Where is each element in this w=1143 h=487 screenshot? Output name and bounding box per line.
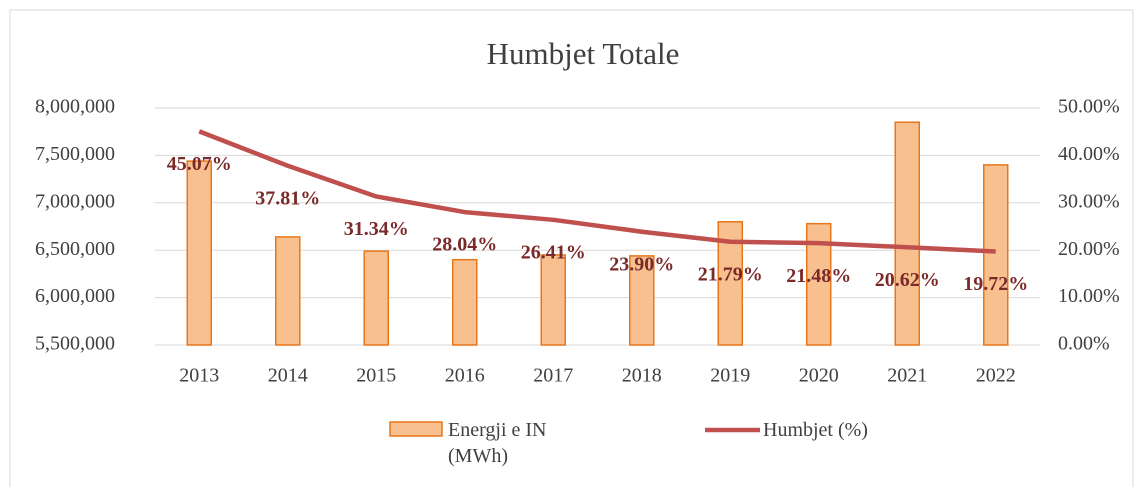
y-tick-label: 7,000,000 [35,190,115,212]
data-label: 31.34% [344,218,409,240]
x-tick-label: 2015 [356,365,396,387]
bar [894,121,920,346]
y2-tick-label: 30.00% [1058,190,1120,212]
legend-label: Humbjet (%) [763,419,868,441]
y2-tick-label: 20.00% [1058,238,1120,260]
x-tick-label: 2014 [268,365,308,387]
x-tick-label: 2020 [799,365,839,387]
legend-label: Energji e IN (MWh) [448,419,547,467]
bar [275,236,301,346]
y-tick-label: 8,000,000 [35,96,115,118]
x-tick-label: 2019 [710,365,750,387]
bar [629,255,655,346]
y-tick-label: 6,000,000 [35,285,115,307]
legend-swatch [389,421,443,437]
y2-tick-label: 50.00% [1058,96,1120,118]
x-tick-label: 2017 [533,365,573,387]
data-label: 37.81% [255,187,320,209]
y-tick-label: 7,500,000 [35,143,115,165]
data-label: 20.62% [875,269,940,291]
y2-tick-label: 10.00% [1058,285,1120,307]
x-tick-label: 2021 [887,365,927,387]
x-tick-label: 2022 [976,365,1016,387]
chart-title: Humbjet Totale [487,36,680,71]
bar [186,160,212,346]
bar [363,250,389,346]
bar [452,258,478,346]
y2-tick-label: 0.00% [1058,333,1110,355]
bar [983,164,1009,346]
x-tick-label: 2013 [179,365,219,387]
line [198,129,996,254]
data-label: 21.48% [786,265,851,287]
y2-tick-label: 40.00% [1058,143,1120,165]
data-label: 45.07% [167,153,232,175]
data-label: 21.79% [698,263,763,285]
x-tick-label: 2018 [622,365,662,387]
data-label: 28.04% [432,234,497,256]
bar [540,254,566,346]
y-tick-label: 5,500,000 [35,333,115,355]
data-label: 23.90% [609,253,674,275]
x-tick-label: 2016 [445,365,485,387]
data-label: 26.41% [521,241,586,263]
data-label: 19.72% [963,273,1028,295]
y-tick-label: 6,500,000 [35,238,115,260]
